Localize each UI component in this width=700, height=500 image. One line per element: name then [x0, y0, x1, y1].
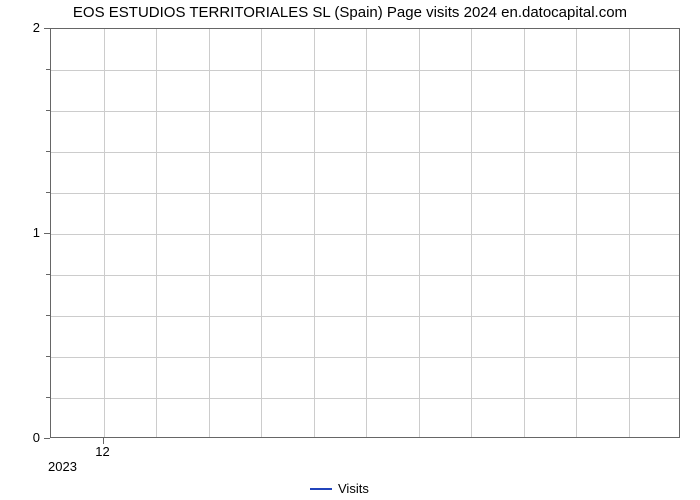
grid-line-horizontal — [51, 152, 679, 153]
y-tick-minor — [46, 151, 50, 152]
grid-line-vertical — [156, 29, 157, 437]
y-axis-label: 0 — [20, 430, 40, 445]
chart-container: EOS ESTUDIOS TERRITORIALES SL (Spain) Pa… — [0, 0, 700, 500]
y-tick-minor — [46, 315, 50, 316]
grid-line-horizontal — [51, 234, 679, 235]
grid-line-horizontal — [51, 357, 679, 358]
grid-line-horizontal — [51, 70, 679, 71]
legend-line-icon — [310, 488, 332, 490]
grid-line-vertical — [366, 29, 367, 437]
legend: Visits — [310, 481, 369, 496]
grid-line-vertical — [104, 29, 105, 437]
grid-line-vertical — [576, 29, 577, 437]
chart-title: EOS ESTUDIOS TERRITORIALES SL (Spain) Pa… — [0, 4, 700, 21]
y-tick-minor — [46, 69, 50, 70]
grid-line-horizontal — [51, 316, 679, 317]
y-tick-minor — [46, 192, 50, 193]
grid-line-vertical — [629, 29, 630, 437]
grid-line-vertical — [261, 29, 262, 437]
y-tick-major — [44, 438, 50, 439]
x-axis-year: 2023 — [48, 459, 77, 474]
y-tick-minor — [46, 397, 50, 398]
grid-line-horizontal — [51, 193, 679, 194]
y-tick-minor — [46, 274, 50, 275]
y-axis-label: 2 — [20, 20, 40, 35]
grid-line-horizontal — [51, 111, 679, 112]
grid-line-vertical — [314, 29, 315, 437]
grid-line-vertical — [419, 29, 420, 437]
grid-line-horizontal — [51, 275, 679, 276]
plot-area — [50, 28, 680, 438]
y-tick-major — [44, 28, 50, 29]
grid-line-vertical — [471, 29, 472, 437]
legend-label: Visits — [338, 481, 369, 496]
y-axis-label: 1 — [20, 225, 40, 240]
y-tick-minor — [46, 356, 50, 357]
grid-line-vertical — [209, 29, 210, 437]
grid-line-horizontal — [51, 398, 679, 399]
y-tick-major — [44, 233, 50, 234]
y-tick-minor — [46, 110, 50, 111]
grid-line-vertical — [524, 29, 525, 437]
x-axis-label: 12 — [93, 444, 113, 459]
